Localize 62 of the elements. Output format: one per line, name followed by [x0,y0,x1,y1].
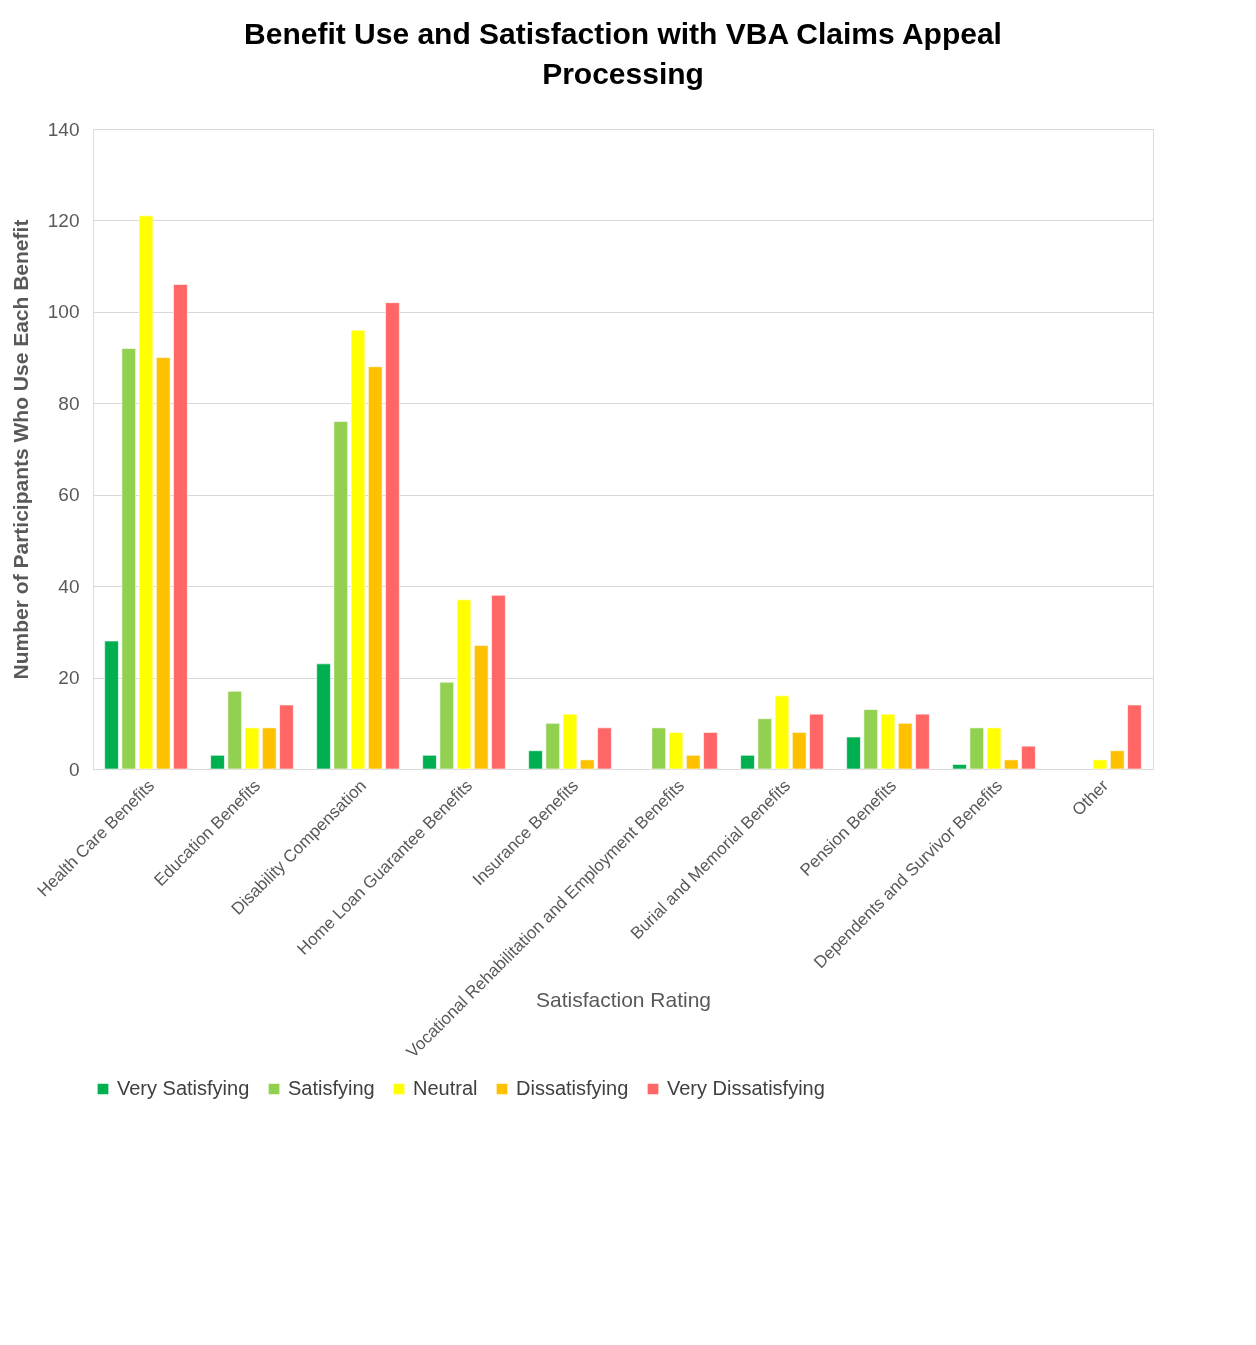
bar [528,750,543,770]
bar [262,727,277,770]
bar [474,645,489,770]
bar [915,713,930,770]
bar [863,709,878,770]
bar [898,722,913,770]
legend-label: Neutral [413,1077,478,1099]
y-tick-label: 80 [58,392,80,414]
y-tick-label: 0 [68,758,80,780]
bar [880,713,896,770]
chart-title: Benefit Use and Satisfaction with VBA Claims Appeal Processing [244,17,1002,90]
bar [686,754,701,770]
bar [1004,759,1019,770]
bar [846,736,861,770]
bar [156,357,171,770]
bar [792,732,807,770]
bar [456,599,472,770]
y-tick-label: 120 [47,209,80,231]
y-tick-label: 40 [58,575,80,597]
bar [491,594,506,770]
legend-label: Very Satisfying [117,1077,250,1099]
bar [774,695,790,770]
bar [316,663,331,770]
bar [1021,745,1036,770]
y-tick-label: 20 [58,667,80,689]
bar [668,732,684,770]
bar [562,713,578,770]
bar [244,727,260,770]
bar [740,754,755,770]
bar [757,718,772,770]
legend-label: Very Dissatisfying [667,1077,825,1099]
y-axis-title: Number of Participants Who Use Each Benefit [8,219,32,680]
bar [210,754,225,770]
bar [1110,750,1125,770]
bar [227,690,242,770]
bar [952,764,967,770]
legend-label: Satisfying [288,1077,375,1099]
bar [597,727,612,770]
bar [969,727,984,770]
bar [138,215,154,770]
bar [368,366,383,770]
bar [703,732,718,770]
y-tick-label: 60 [58,484,80,506]
bar [173,284,188,770]
bar [545,722,560,770]
bar [385,302,400,770]
bar [333,421,348,770]
y-tick-label: 100 [47,301,80,323]
bar [104,640,119,770]
bar [1127,704,1142,770]
y-tick-label: 140 [47,118,80,140]
bar [121,348,136,770]
bar [422,754,437,770]
legend-label: Dissatisfying [516,1077,629,1099]
bar [350,329,366,770]
bar [1092,759,1108,770]
bar [279,704,294,770]
bar [809,713,824,770]
bar [439,681,454,770]
bar [651,727,666,770]
bar [580,759,595,770]
bar [986,727,1002,770]
